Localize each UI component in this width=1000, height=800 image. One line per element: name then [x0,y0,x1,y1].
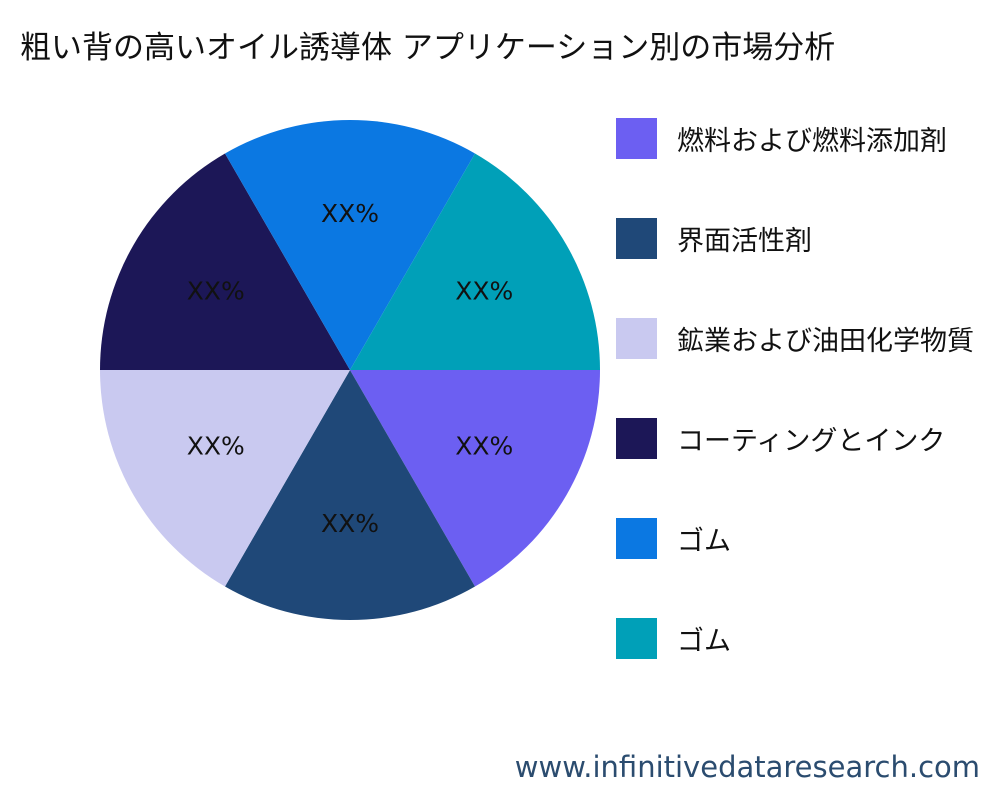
legend-item-4[interactable]: コーティングとインク [616,388,1000,488]
legend-label: ゴム [677,625,731,657]
legend: 燃料および燃料添加剤 界面活性剤 鉱業および油田化学物質 コーティングとインク ゴム ゴム [616,118,1000,718]
source-url[interactable]: www.infinitivedataresearch.com [514,750,980,784]
chart-title: 粗い背の高いオイル誘導体 アプリケーション別の市場分析 [20,30,836,66]
pie-slice-2[interactable] [225,370,475,620]
legend-swatch [616,517,657,559]
slice-label-1: XX% [455,432,513,461]
legend-item-5[interactable]: ゴム [616,488,1000,588]
pie-slice-6[interactable] [350,153,600,370]
slice-label-3: XX% [187,432,245,461]
pie-slice-1[interactable] [350,370,600,587]
slice-label-2: XX% [321,509,379,538]
legend-label: 鉱業および油田化学物質 [677,325,974,357]
slice-label-6: XX% [455,277,513,306]
pie-slice-3[interactable] [100,370,350,587]
legend-label: 界面活性剤 [677,225,812,257]
legend-swatch [616,217,657,259]
legend-swatch [616,617,657,659]
legend-item-1[interactable]: 燃料および燃料添加剤 [616,118,1000,188]
slice-label-5: XX% [321,199,379,228]
legend-swatch [616,417,657,459]
slice-label-4: XX% [187,277,245,306]
legend-item-3[interactable]: 鉱業および油田化学物質 [616,288,1000,388]
pie-chart: XX% XX% XX% XX% XX% XX% [100,119,600,620]
legend-swatch [616,118,657,159]
pie-slice-4[interactable] [100,153,350,370]
legend-swatch [616,317,657,359]
legend-label: コーティングとインク [677,425,946,457]
legend-label: 燃料および燃料添加剤 [677,125,947,157]
legend-label: ゴム [677,525,731,557]
pie-slice-5[interactable] [225,119,475,370]
legend-item-2[interactable]: 界面活性剤 [616,188,1000,288]
legend-item-6[interactable]: ゴム [616,588,1000,688]
